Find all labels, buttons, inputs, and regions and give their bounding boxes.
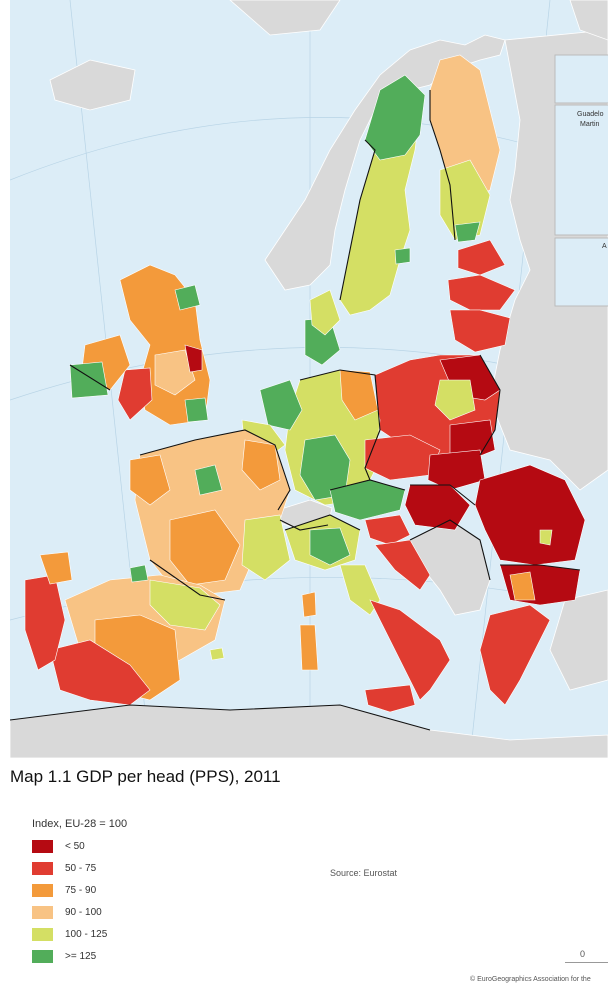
national-borders bbox=[10, 90, 581, 731]
legend-item: 50 - 75 bbox=[32, 857, 107, 879]
source-note: Source: Eurostat bbox=[330, 868, 398, 878]
inset-boxes: Guadelo Martin A bbox=[554, 54, 608, 307]
legend-label: 90 - 100 bbox=[65, 906, 102, 918]
legend-label: 50 - 75 bbox=[65, 862, 97, 874]
map-frame: Guadelo Martin A bbox=[10, 0, 608, 758]
legend-swatch bbox=[32, 883, 53, 897]
legend-item: < 50 bbox=[32, 835, 107, 857]
inset-label-martinique: Martin bbox=[580, 121, 600, 128]
legend-swatch bbox=[32, 927, 53, 941]
europe-map: Guadelo Martin A bbox=[10, 0, 608, 758]
legend-swatch bbox=[32, 839, 53, 853]
legend-swatch bbox=[32, 949, 53, 963]
legend-swatch bbox=[32, 861, 53, 875]
legend-item: >= 125 bbox=[32, 945, 107, 967]
eu-regions bbox=[24, 54, 586, 713]
legend-label: 100 - 125 bbox=[65, 928, 108, 940]
scale-bar bbox=[565, 962, 608, 963]
legend: < 50 50 - 75 75 - 90 90 - 100 100 - 125 … bbox=[32, 835, 107, 967]
legend-label: < 50 bbox=[65, 840, 85, 852]
legend-item: 100 - 125 bbox=[32, 923, 107, 945]
legend-item: 75 - 90 bbox=[32, 879, 107, 901]
inset-label-guadeloupe: Guadelo bbox=[577, 111, 604, 118]
legend-label: 75 - 90 bbox=[65, 884, 97, 896]
inset-label-a: A bbox=[602, 243, 607, 250]
copyright-note: © EuroGeographics Association for the bbox=[470, 976, 591, 983]
legend-swatch bbox=[32, 905, 53, 919]
legend-item: 90 - 100 bbox=[32, 901, 107, 923]
scale-bar-label: 0 bbox=[580, 949, 586, 959]
legend-title: Index, EU-28 = 100 bbox=[32, 818, 128, 830]
map-title: Map 1.1 GDP per head (PPS), 2011 bbox=[10, 767, 281, 786]
legend-label: >= 125 bbox=[65, 950, 97, 962]
